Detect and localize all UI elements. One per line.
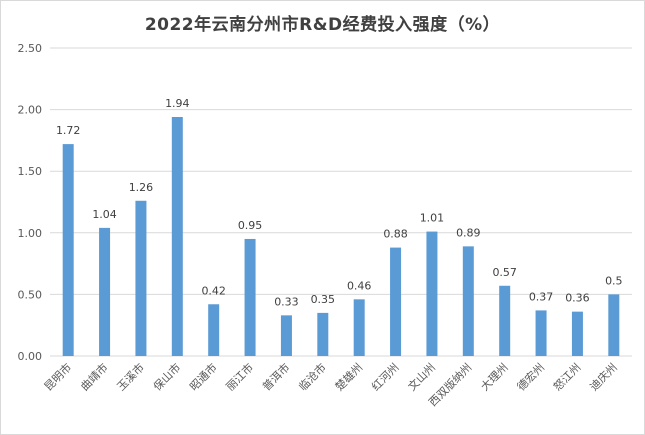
category-label: 玉溪市	[114, 360, 147, 393]
bar	[462, 246, 474, 356]
bar	[62, 144, 74, 356]
y-tick-label: 0.50	[18, 288, 43, 301]
category-label: 普洱市	[259, 360, 292, 393]
category-label: 迪庆州	[587, 360, 620, 393]
category-label: 红河州	[369, 361, 402, 394]
y-tick-label: 2.50	[18, 42, 43, 55]
category-label: 曲靖市	[77, 360, 110, 393]
bar	[317, 312, 329, 356]
data-label: 0.5	[605, 274, 623, 287]
category-label: 临沧市	[296, 360, 329, 393]
bars	[62, 116, 620, 356]
category-label: 丽江市	[223, 360, 256, 393]
data-label: 0.33	[274, 295, 299, 308]
data-label: 0.89	[456, 226, 481, 239]
bar	[608, 294, 620, 356]
data-label: 0.35	[311, 293, 336, 306]
bar	[99, 227, 111, 356]
data-label: 0.88	[383, 228, 408, 241]
y-tick-label: 1.50	[18, 165, 43, 178]
category-label: 怒江州	[550, 360, 583, 393]
data-label: 0.36	[565, 292, 590, 305]
data-label: 0.46	[347, 279, 372, 292]
gridlines	[50, 47, 632, 357]
bar	[280, 315, 292, 356]
data-label: 1.26	[129, 181, 154, 194]
category-label: 楚雄州	[332, 360, 365, 393]
bar	[426, 231, 438, 356]
category-label: 大理州	[478, 360, 511, 393]
bar	[571, 311, 583, 356]
data-label: 0.57	[492, 266, 517, 279]
data-label: 1.72	[56, 124, 81, 137]
bar	[135, 200, 147, 356]
data-label: 1.04	[92, 208, 117, 221]
data-label: 0.42	[201, 284, 226, 297]
data-label: 0.95	[238, 219, 263, 232]
y-tick-label: 0.00	[18, 350, 43, 363]
data-labels: 1.72 1.04 1.26 1.94 0.42 0.95 0.33 0.35 0.46 0.88…	[56, 97, 623, 308]
data-label: 0.37	[529, 290, 554, 303]
bar	[208, 304, 220, 356]
bar	[244, 238, 256, 356]
chart-title: 2022年云南分州市R&D经费投入强度（%）	[144, 15, 501, 35]
bar	[499, 285, 511, 356]
data-label: 1.01	[420, 212, 445, 225]
category-label: 昆明市	[41, 360, 74, 393]
bar	[171, 116, 183, 356]
y-tick-label: 1.00	[18, 227, 43, 240]
bar	[535, 310, 547, 356]
category-label: 文山州	[405, 360, 438, 393]
category-label: 保山市	[150, 360, 183, 393]
bar	[390, 247, 402, 356]
category-label: 昭通市	[187, 360, 220, 393]
y-tick-label: 2.00	[18, 104, 43, 117]
data-label: 1.94	[165, 97, 190, 110]
bar	[353, 299, 365, 356]
y-axis-tick-labels: 0.00 0.50 1.00 1.50 2.00 2.50	[18, 42, 43, 363]
category-label: 德宏州	[514, 360, 547, 393]
